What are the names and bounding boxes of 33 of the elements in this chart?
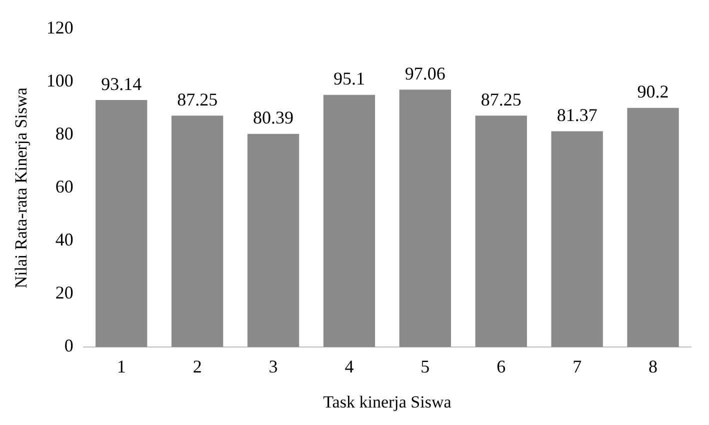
bar	[399, 90, 451, 347]
y-axis-title: Nilai Rata-rata Kinerja Siswa	[12, 87, 31, 288]
y-tick-label: 0	[64, 336, 74, 356]
bar	[323, 94, 376, 347]
data-label: 90.2	[637, 82, 669, 102]
bar	[627, 108, 679, 347]
y-tick-label: 60	[55, 176, 74, 197]
data-label: 95.1	[333, 68, 365, 89]
x-tick-label: 4	[344, 356, 354, 377]
bar	[475, 116, 527, 347]
data-label: 87.25	[177, 89, 218, 110]
y-tick-label: 100	[46, 70, 74, 91]
data-label: 81.37	[556, 104, 598, 125]
data-label: 97.06	[404, 63, 446, 84]
y-tick-label: 80	[55, 124, 74, 144]
x-tick-label: 5	[420, 356, 430, 377]
data-label: 80.39	[253, 108, 294, 128]
x-axis-title: Task kinerja Siswa	[323, 392, 452, 412]
x-tick-label: 7	[572, 356, 582, 377]
y-tick-label: 40	[55, 230, 74, 250]
data-label: 87.25	[480, 89, 522, 110]
bar	[551, 131, 603, 347]
data-label: 93.14	[101, 74, 142, 94]
x-tick-label: 6	[496, 356, 506, 377]
x-tick-label: 3	[268, 356, 278, 377]
x-tick-label: 2	[192, 356, 202, 377]
bar	[247, 134, 300, 347]
y-tick-label: 120	[46, 18, 74, 38]
x-tick-label: 1	[116, 356, 126, 377]
x-tick-label: 8	[648, 356, 658, 377]
bar	[172, 116, 224, 347]
bar	[96, 100, 148, 347]
y-tick-label: 20	[55, 282, 74, 303]
